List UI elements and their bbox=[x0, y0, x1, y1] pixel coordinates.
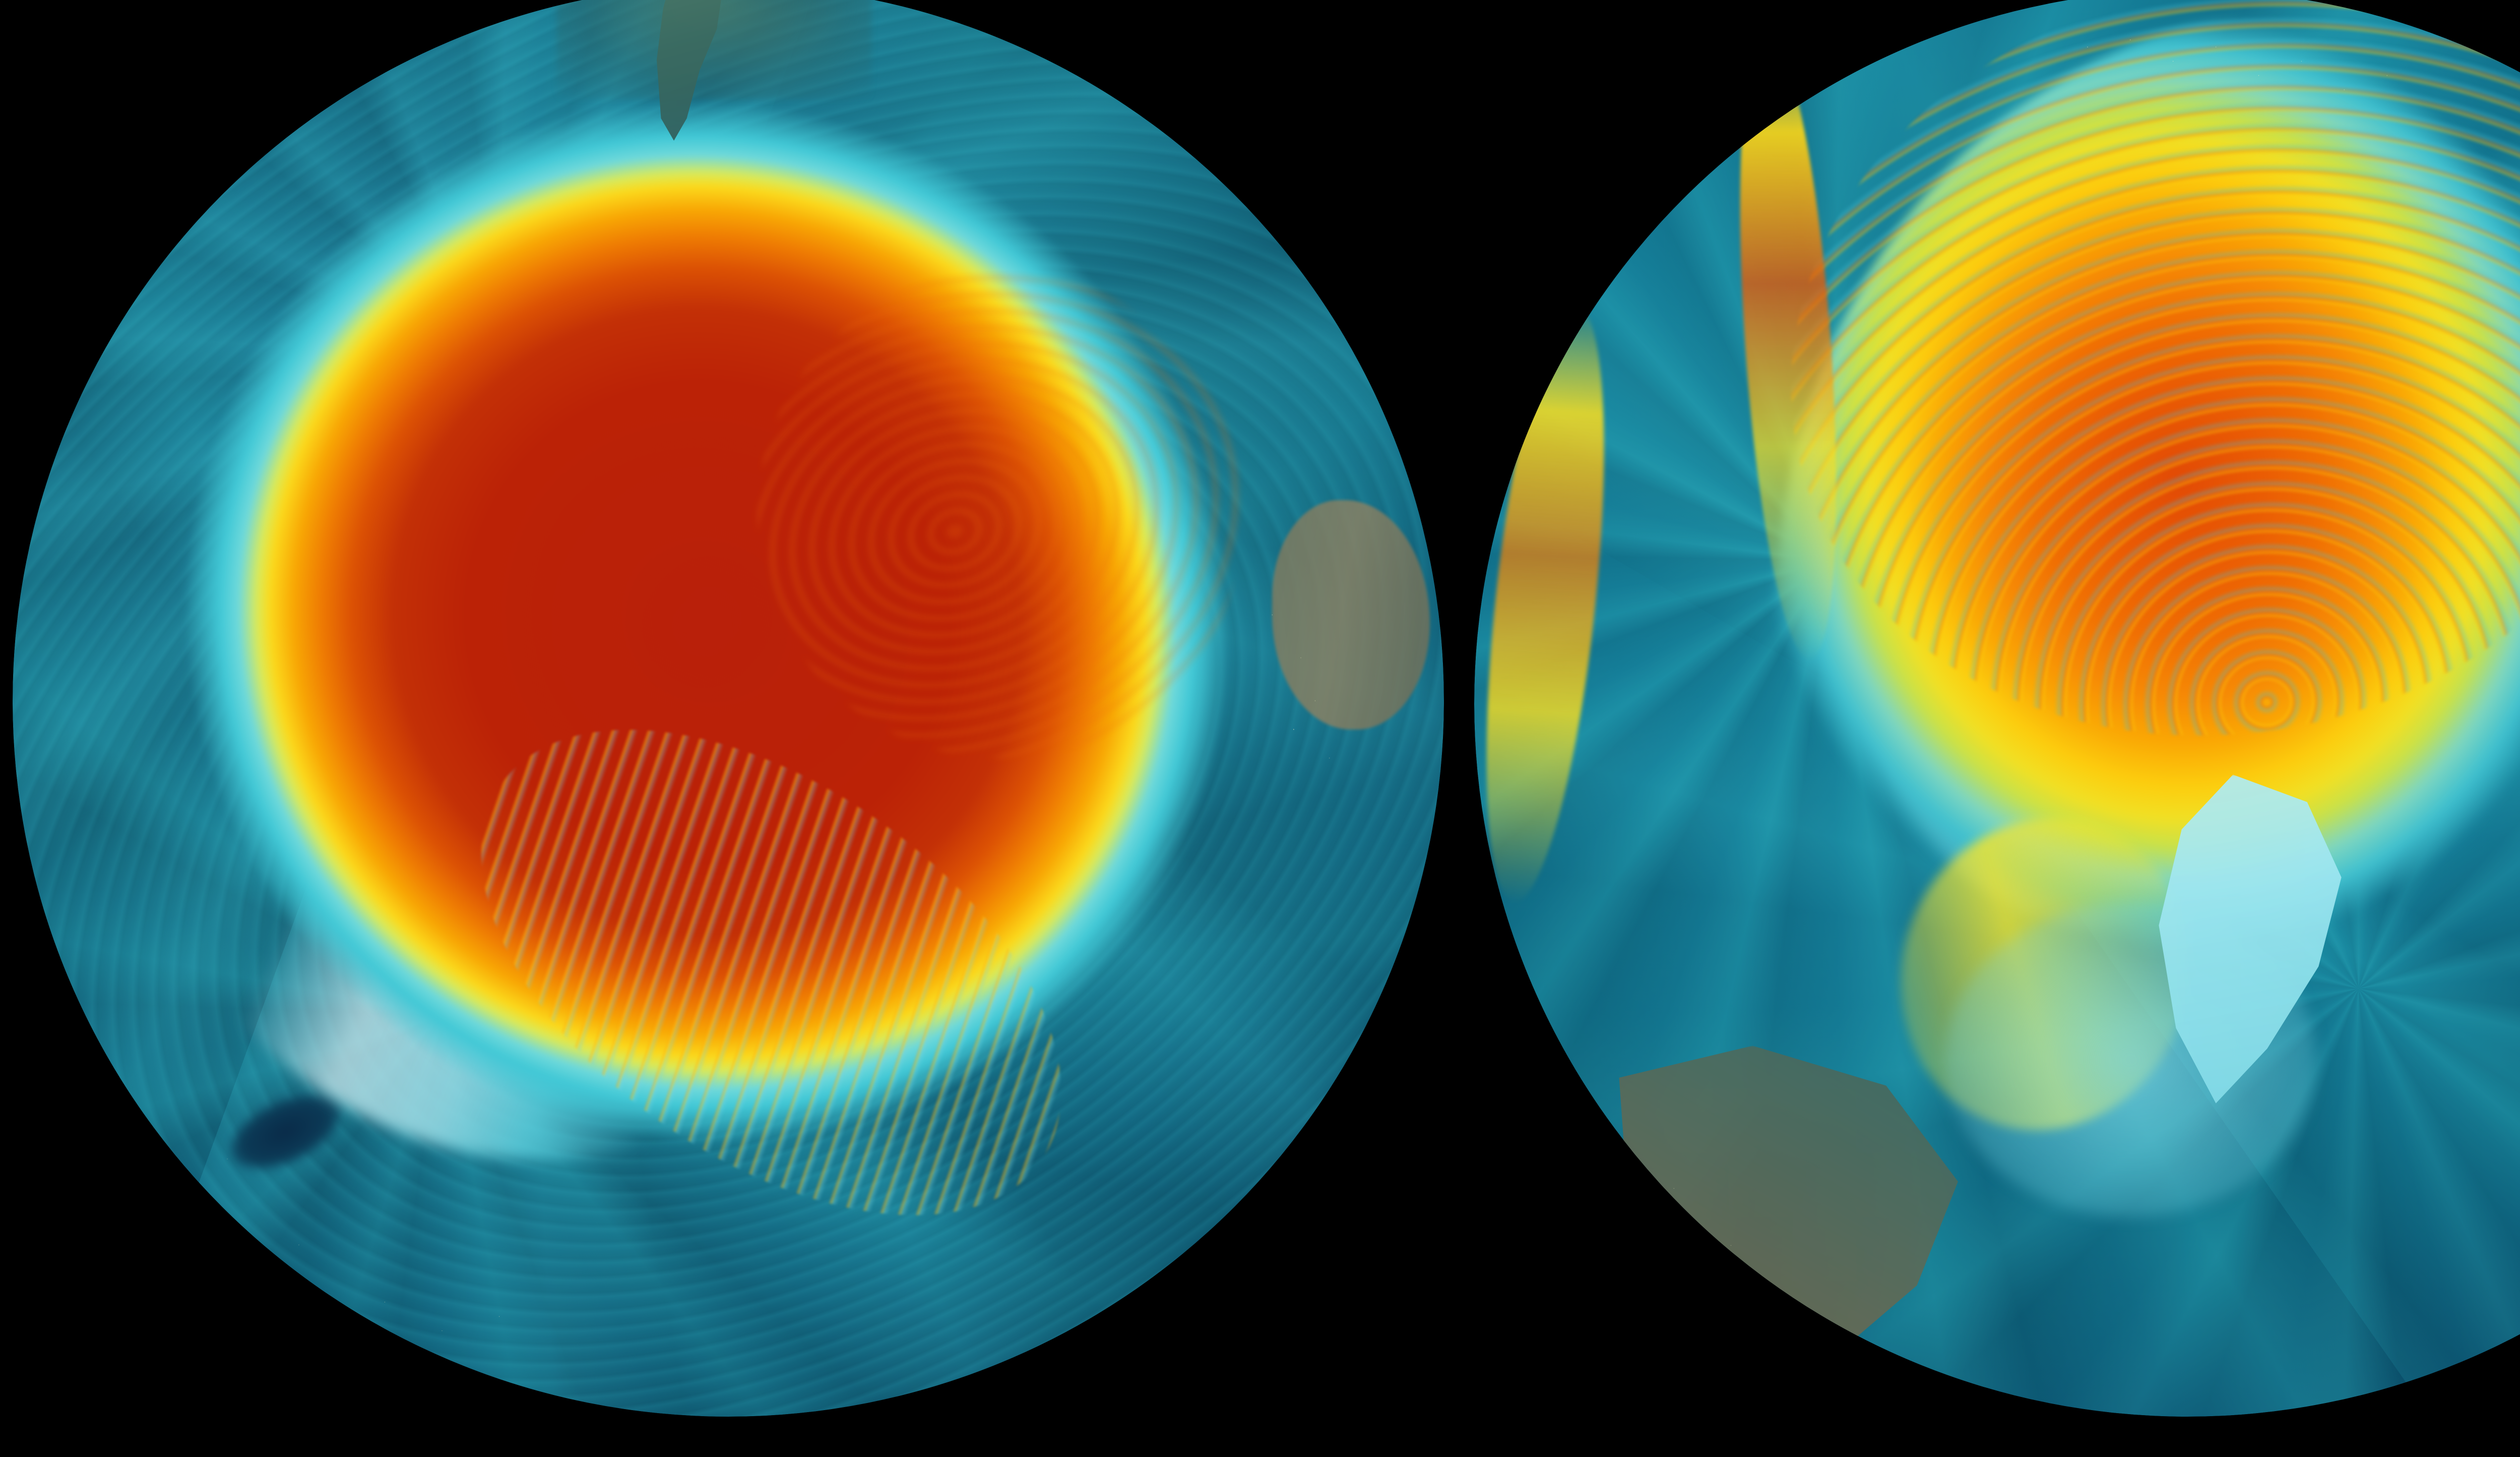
visualization-title: Polar Vortex / Ozone Concentration — Dua… bbox=[0, 0, 1, 1]
southern-hemisphere-globe[interactable]: Antarctic polar vortex shown as a large … bbox=[13, 0, 1444, 1417]
northern-hemisphere-globe[interactable]: Arctic polar vortex shown as a softer or… bbox=[1474, 0, 2520, 1417]
south-globe-city-lights bbox=[13, 0, 1444, 1417]
visualization-subject: Stratospheric polar vortex / ozone conce… bbox=[0, 0, 1, 1]
